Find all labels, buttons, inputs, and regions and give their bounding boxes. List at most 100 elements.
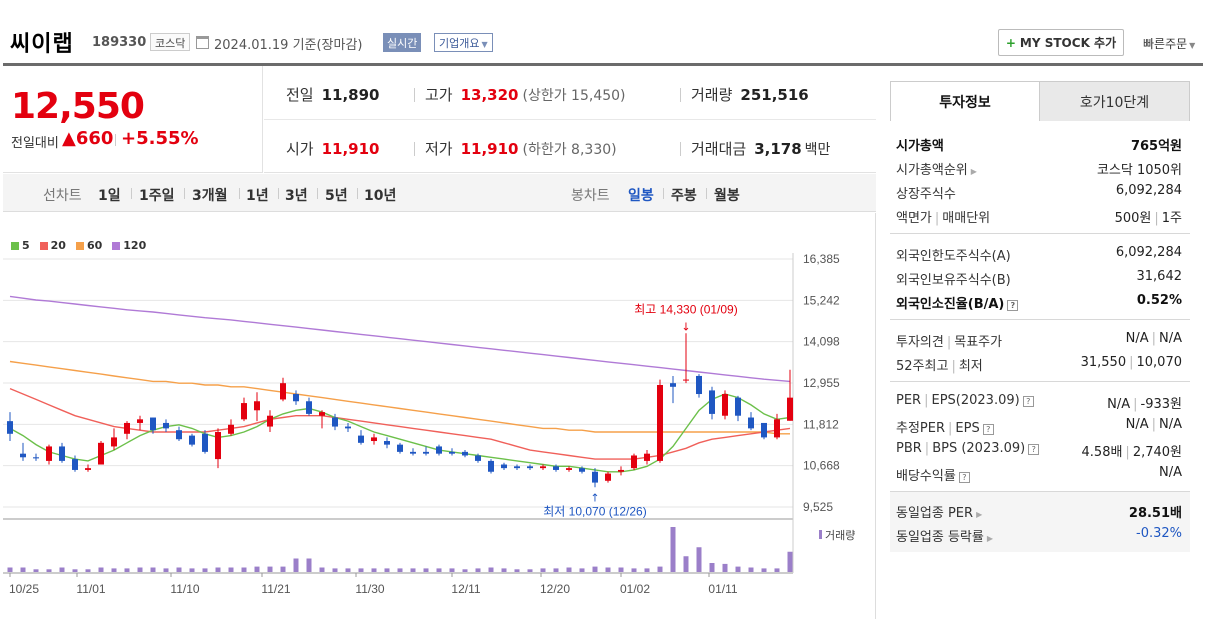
info-row: 외국인소진율(B/A)? 0.52% [890, 289, 1190, 313]
x-tick-label: 11/30 [355, 582, 384, 596]
candle-body [371, 437, 377, 442]
chart-period-bar: 선차트 1일 1주일 3개월 1년 3년 5년 10년 봉차트 일봉 주봉 월봉 [3, 174, 876, 212]
candle-body [735, 397, 741, 416]
volume-bar [254, 566, 260, 572]
base-date: 2024.01.19 기준(장마감) [214, 38, 363, 53]
candlestick-chart[interactable]: 16,385 15,242 14,098 12,955 11,812 10,668 9,52… [3, 213, 876, 619]
volume-bar [59, 567, 65, 572]
x-tick-label: 11/21 [261, 582, 290, 596]
help-icon[interactable]: ? [1007, 300, 1019, 311]
candle-body [592, 471, 598, 483]
legend-swatch [39, 241, 48, 250]
bps-value: 2,740원 [1132, 445, 1182, 460]
candle-monthly[interactable]: 월봉 [714, 188, 740, 204]
shares-value: 6,092,284 [1115, 183, 1182, 198]
sector-per-link[interactable]: 동일업종 PER ▶ [896, 502, 982, 521]
x-tick-label: 11/10 [170, 582, 199, 596]
tab-orderbook[interactable]: 호가10단계 [1040, 82, 1189, 121]
volume-bar [696, 547, 702, 572]
line-chart-label: 선차트 [43, 188, 82, 204]
volume-bar [592, 566, 598, 572]
period-1w[interactable]: 1주일 [139, 188, 175, 204]
volume-bar [150, 567, 156, 572]
trade-unit-value: 1주 [1161, 211, 1182, 226]
candle-body [345, 426, 351, 429]
candle-body [7, 421, 13, 434]
open-value: 11,910 [321, 140, 380, 158]
calendar-icon [196, 36, 209, 49]
volume-bar [631, 568, 637, 572]
shares-label: 상장주식수 [896, 187, 956, 202]
dividend: 배당수익률? [896, 465, 970, 484]
volume-bar [566, 567, 572, 572]
volume-bar [514, 569, 520, 572]
low-annotation: 최저 10,070 (12/26) [543, 504, 646, 518]
period-3y[interactable]: 3년 [285, 188, 308, 204]
help-icon[interactable]: ? [1028, 444, 1040, 455]
period-1d[interactable]: 1일 [98, 188, 121, 204]
y-tick-label: 14,098 [803, 335, 840, 349]
candle-body [358, 435, 364, 443]
info-row: 52주최고 | 최저 31,550 | 10,070 [890, 351, 1190, 375]
divider [680, 88, 681, 102]
pbr-bps-value: 4.58배 | 2,740원 [1082, 441, 1182, 460]
divider: | [1151, 417, 1156, 432]
dividend-value: N/A [1159, 465, 1182, 480]
foreign-ratio-label: 외국인소진율(B/A) [896, 297, 1005, 312]
foreign-limit-label: 외국인한도주식수(A) [896, 249, 1011, 264]
volume-bar [774, 568, 780, 572]
info-row: 시가총액순위 ▶ 코스닥 1050위 [890, 155, 1190, 179]
candle-body [787, 397, 793, 421]
volume-bar [267, 566, 273, 572]
caret-right-icon: ▶ [976, 510, 983, 519]
add-my-stock-button[interactable]: + MY STOCK 추가 [998, 29, 1124, 56]
volume-bar [124, 568, 130, 572]
volume-bar [748, 567, 754, 572]
period-10y[interactable]: 10년 [364, 188, 397, 204]
divider [357, 188, 358, 199]
period-3m[interactable]: 3개월 [192, 188, 228, 204]
candle-body [488, 460, 494, 472]
week52-low-label: 최저 [958, 359, 983, 374]
market-cap-label: 시가총액 [896, 139, 944, 154]
sector-change-link[interactable]: 동일업종 등락률 ▶ [896, 526, 993, 545]
prev-close-label: 전일 [286, 86, 314, 104]
plus-icon: + [1005, 35, 1016, 50]
per-eps-value: N/A | -933원 [1107, 393, 1182, 412]
candle-daily[interactable]: 일봉 [628, 188, 654, 204]
help-icon[interactable]: ? [958, 472, 970, 483]
help-icon[interactable]: ? [982, 424, 994, 435]
quote-row: 시가 11,910 저가 11,910 (하한가 8,330) 거래대금 3,178 백만 [264, 119, 876, 172]
candle-weekly[interactable]: 주봉 [671, 188, 697, 204]
price-change: ▲660 [62, 128, 113, 149]
divider: | [1151, 331, 1156, 346]
candle-body [683, 379, 689, 381]
price-chart[interactable]: 5 20 60 120 16,385 15,242 14,098 12,955 11,8… [3, 213, 876, 619]
volume-bar [163, 568, 169, 572]
help-icon[interactable]: ? [1022, 396, 1034, 407]
tab-investment-info[interactable]: 투자정보 [891, 82, 1040, 121]
period-5y[interactable]: 5년 [325, 188, 348, 204]
realtime-button[interactable]: 실시간 [383, 33, 422, 52]
week52-value: 31,550 | 10,070 [1081, 355, 1182, 370]
market-cap-rank-link[interactable]: 시가총액순위 ▶ [896, 159, 977, 178]
candle-body [176, 430, 182, 440]
candle-body [384, 441, 390, 445]
arrow-up-icon: ↑ [590, 491, 599, 504]
caret-right-icon: ▶ [986, 534, 994, 543]
divider: | [1129, 355, 1134, 370]
candle-body [59, 446, 65, 461]
period-1y[interactable]: 1년 [246, 188, 269, 204]
par-trade-unit: 액면가 | 매매단위 [896, 207, 990, 226]
prev-close-value: 11,890 [321, 86, 380, 104]
quick-order-link[interactable]: 빠른주문 ▼ [1143, 35, 1195, 52]
candle-body [553, 466, 559, 470]
candle-body [98, 442, 104, 465]
candle-body [332, 417, 338, 427]
foreign-ratio-value: 0.52% [1136, 293, 1182, 308]
ma120-line [9, 295, 791, 383]
info-row: 동일업종 PER ▶ 28.51배 [890, 498, 1190, 522]
legend-ma20: 20 [39, 239, 66, 252]
company-overview-dropdown[interactable]: 기업개요 ▼ [434, 33, 493, 52]
volume-bar [280, 566, 286, 572]
